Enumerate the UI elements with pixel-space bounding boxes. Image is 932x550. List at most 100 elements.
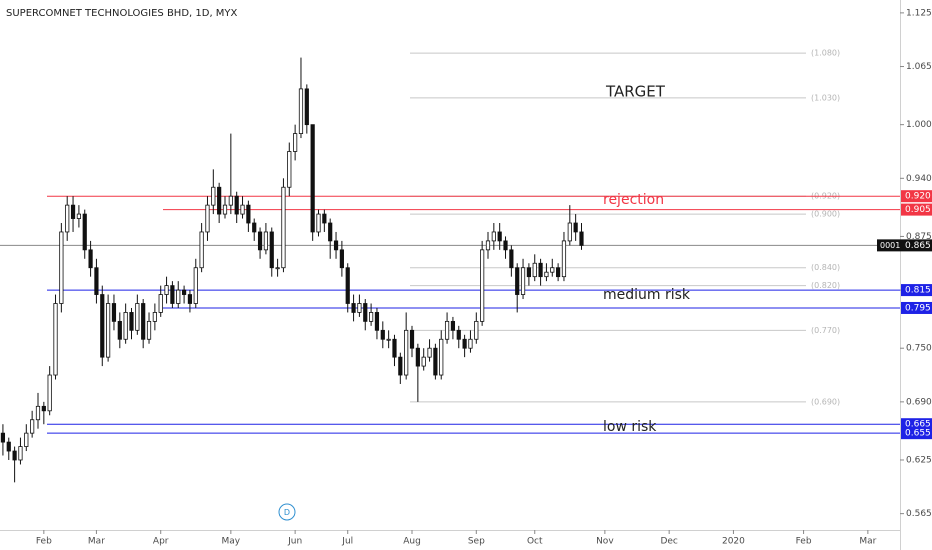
candle-body — [53, 303, 58, 376]
chart-title: SUPERCOMNET TECHNOLOGIES BHD, 1D, MYX — [6, 8, 238, 19]
annotation: TARGET — [605, 83, 666, 101]
candle-body — [491, 231, 496, 242]
candle-body — [287, 151, 292, 188]
candle-body — [257, 231, 263, 251]
candle-body — [123, 312, 128, 340]
candle-body — [567, 222, 572, 242]
candle-body — [41, 405, 46, 412]
candle-body — [181, 289, 187, 295]
candle-body — [246, 204, 251, 224]
dividend-label: D — [284, 508, 290, 517]
candle-body — [24, 432, 29, 447]
level-badge — [901, 427, 932, 440]
x-tick-label: Feb — [36, 537, 52, 547]
x-tick-label: Mar — [859, 537, 876, 547]
candle-body — [398, 356, 403, 376]
candle-body — [187, 294, 193, 304]
fib-label: (1.080) — [811, 49, 840, 58]
candle-body — [374, 312, 380, 331]
candle-body — [468, 338, 473, 349]
level-label: 0.920 — [905, 192, 931, 202]
y-tick-label: 1.000 — [906, 120, 932, 130]
candle-body — [0, 432, 6, 443]
y-tick-label: 0.875 — [906, 232, 932, 242]
candle-body — [480, 249, 485, 322]
candle-body — [135, 303, 140, 331]
candle-body — [111, 303, 117, 322]
candle-body — [474, 320, 479, 340]
annotation: medium risk — [603, 287, 691, 303]
candle-body — [316, 213, 321, 233]
candle-body — [532, 262, 537, 278]
x-tick-label: Jul — [341, 537, 353, 547]
x-tick-label: May — [222, 537, 241, 547]
dividend-marker[interactable] — [278, 503, 296, 521]
candle-body — [579, 231, 584, 246]
y-tick-label: 1.125 — [906, 8, 932, 18]
candle-body — [357, 303, 362, 313]
level-label: 0.655 — [905, 429, 931, 439]
x-tick-label: Dec — [660, 537, 677, 547]
candle-body — [252, 222, 257, 233]
y-tick-label: 1.065 — [906, 62, 932, 72]
annotation: low risk — [603, 419, 657, 435]
candle-body — [141, 303, 146, 340]
level-badge — [901, 284, 932, 297]
candle-body — [18, 446, 23, 461]
candle-body — [59, 231, 64, 304]
candle-body — [509, 249, 514, 269]
candle-body — [176, 289, 181, 304]
candle-body — [439, 338, 444, 376]
candle-body — [228, 195, 233, 206]
candle-body — [47, 374, 52, 412]
candle-body — [363, 303, 368, 322]
level-label: 0.905 — [905, 205, 931, 215]
candle-body — [433, 347, 438, 376]
candle-body — [427, 347, 432, 358]
candle-body — [205, 204, 210, 233]
candle-body — [30, 419, 35, 434]
candle-body — [146, 320, 152, 340]
candle-body — [70, 204, 76, 219]
x-tick-label: Apr — [153, 537, 169, 547]
candle-body — [281, 186, 286, 269]
candle-body — [497, 231, 502, 242]
x-tick-label: Sep — [468, 537, 485, 547]
candle-body — [515, 267, 520, 295]
candle-body — [485, 240, 491, 251]
y-tick-label: 0.940 — [906, 174, 932, 184]
candle-body — [380, 329, 385, 340]
candle-body — [106, 303, 111, 358]
candle-body — [193, 267, 198, 304]
candle-body — [199, 231, 204, 269]
x-tick-label: 2020 — [722, 537, 745, 547]
x-tick-label: Aug — [403, 537, 421, 547]
level-badge — [901, 301, 932, 314]
candle-body — [404, 329, 409, 376]
candle-body — [386, 338, 391, 341]
x-tick-label: Nov — [596, 537, 614, 547]
fib-label: (0.840) — [811, 263, 840, 272]
candle-body — [6, 441, 11, 452]
candle-body — [100, 294, 105, 358]
candle-body — [345, 267, 350, 304]
candle-body — [526, 267, 531, 278]
candle-body — [12, 450, 17, 461]
candle-body — [550, 267, 555, 273]
candle-body — [339, 249, 344, 269]
candle-body — [88, 249, 93, 269]
candle-body — [269, 231, 274, 269]
annotation: rejection — [603, 192, 664, 208]
candle-body — [304, 88, 309, 126]
fib-label: (0.900) — [811, 210, 840, 219]
x-tick-label: Oct — [527, 537, 543, 547]
candle-body — [94, 267, 99, 295]
candle-body — [421, 356, 426, 367]
level-badge — [901, 203, 932, 216]
candle-body — [211, 186, 216, 206]
candle-body — [35, 405, 41, 421]
candle-body — [456, 329, 461, 340]
candle-body — [65, 204, 70, 233]
x-tick-label: Feb — [796, 537, 812, 547]
